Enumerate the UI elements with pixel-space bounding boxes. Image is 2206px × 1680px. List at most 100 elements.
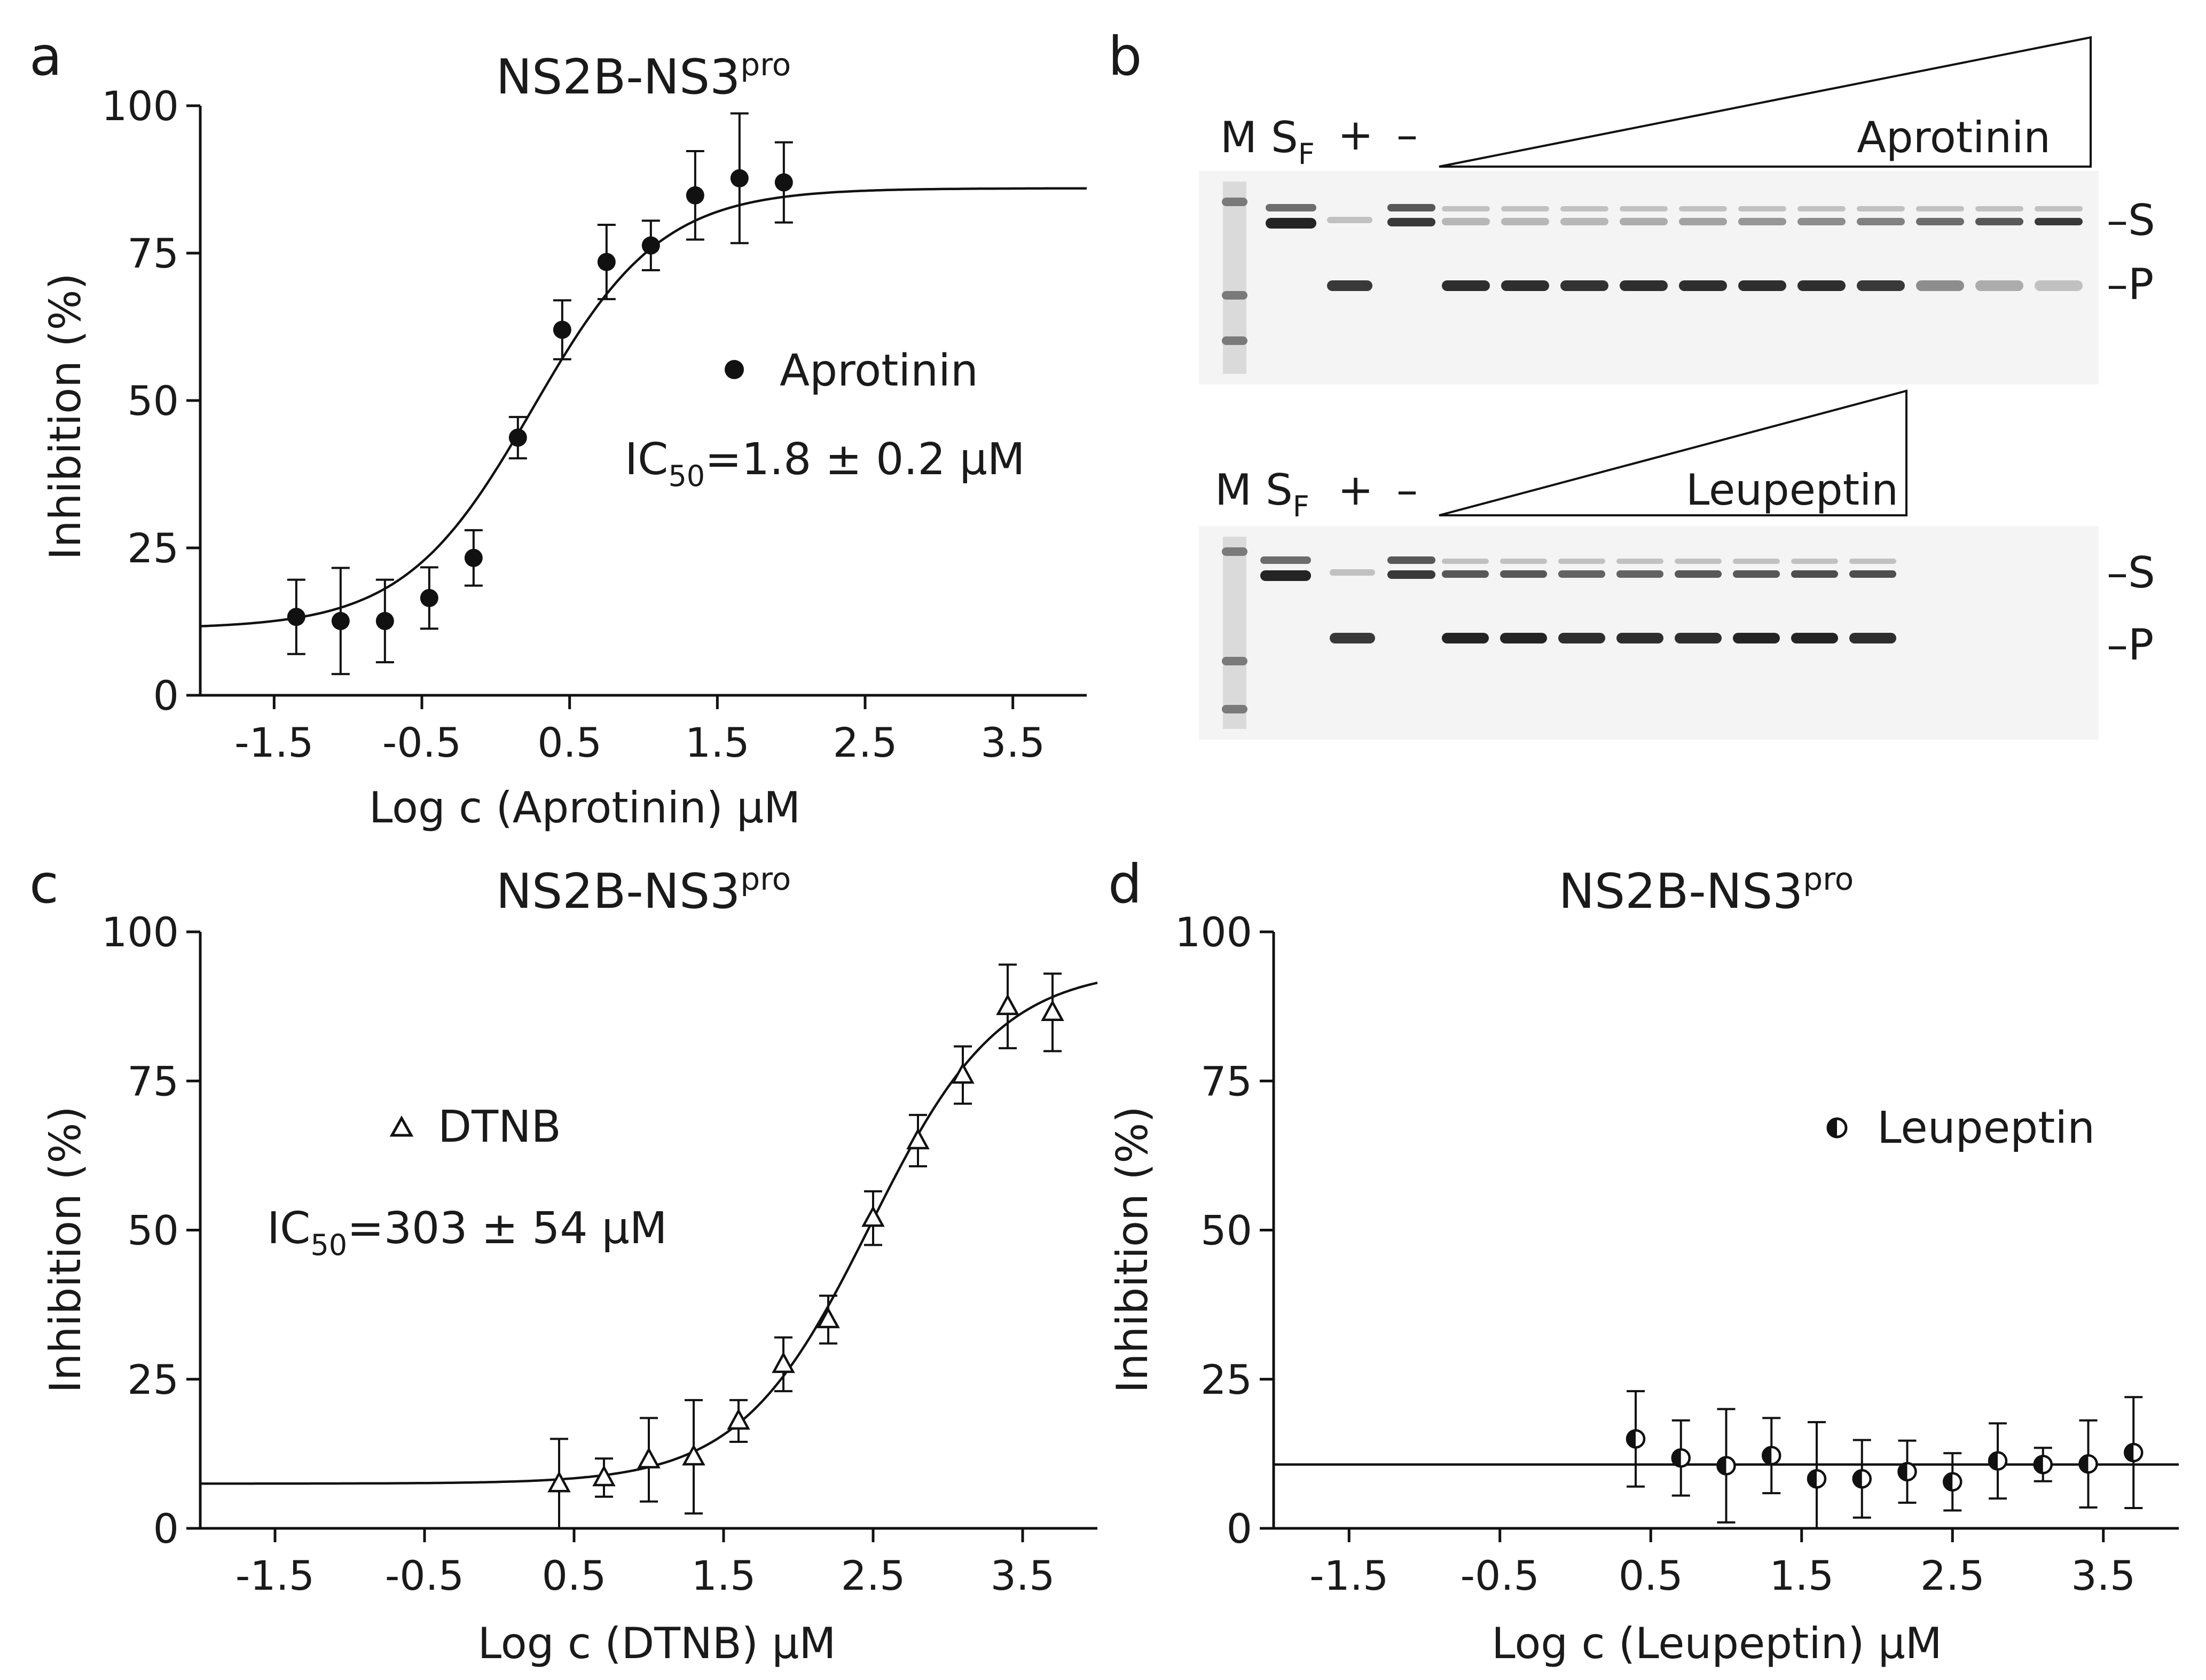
y-tick-label: 75 (1200, 1057, 1252, 1105)
x-axis-label: Log c (Aprotinin) μM (369, 783, 800, 833)
substrate-band (1558, 559, 1605, 564)
substrate-band (1501, 218, 1549, 225)
marker-band (1222, 547, 1247, 556)
substrate-band (1387, 204, 1435, 211)
data-point (464, 548, 483, 567)
legend: Aprotinin (725, 346, 978, 396)
lane-label-marker: M (1220, 113, 1257, 162)
x-tick-label: 3.5 (980, 719, 1045, 766)
x-tick-label: -0.5 (382, 719, 461, 766)
y-tick-label: 25 (127, 1356, 179, 1403)
product-band (1738, 280, 1786, 291)
x-tick-label: -1.5 (1309, 1552, 1388, 1599)
product-band (1442, 280, 1490, 291)
substrate-band (1849, 570, 1896, 578)
band-label-product: –P (2107, 620, 2154, 670)
x-tick-label: -0.5 (385, 1552, 464, 1599)
marker-band (1222, 705, 1247, 713)
substrate-band (1679, 206, 1727, 211)
x-tick-label: 1.5 (1769, 1552, 1834, 1599)
substrate-band (1733, 570, 1780, 578)
x-tick-label: 1.5 (685, 719, 750, 766)
product-band (1330, 633, 1375, 643)
data-point-fill (1672, 1449, 1681, 1467)
substrate-band (1500, 559, 1547, 564)
lane-label-plus: + (1338, 465, 1373, 515)
data-point-fill (2079, 1455, 2089, 1473)
data-point (420, 588, 438, 607)
concentration-wedge (1439, 36, 2092, 168)
x-tick-label: 3.5 (991, 1552, 1055, 1599)
lane-label-substrate: SF (1266, 465, 1309, 523)
data-point (772, 1352, 795, 1373)
lane-label-minus: – (1396, 465, 1418, 515)
data-point-fill (1763, 1447, 1772, 1464)
substrate-band (1675, 570, 1722, 578)
lane-label-minus: – (1396, 110, 1418, 160)
legend-marker (389, 1115, 414, 1137)
y-tick-label: 50 (127, 377, 179, 425)
y-tick-label: 75 (127, 230, 179, 277)
legend-label: DTNB (438, 1102, 561, 1152)
product-band (1797, 280, 1846, 291)
data-point-fill (1944, 1473, 1953, 1490)
lane-label-plus: + (1338, 110, 1373, 160)
substrate-band (1616, 559, 1663, 564)
chart-panel-a: NS2B-NS3pro 0 25 50 75 100 -1.5 -0.5 0.5 1.5 2.5 3… (41, 46, 1087, 833)
legend-marker (725, 360, 744, 379)
substrate-band (1916, 218, 1964, 225)
substrate-band (1387, 556, 1435, 564)
substrate-band (1560, 218, 1608, 225)
concentration-wedge (1439, 389, 1907, 516)
lane-label-substrate: SF (1271, 113, 1315, 171)
marker-band (1222, 657, 1247, 665)
panel-letter-b: b (1108, 25, 1142, 88)
ic50-annotation: IC50=1.8 ± 0.2 μM (625, 434, 1025, 493)
x-tick-label: -1.5 (235, 1552, 315, 1599)
substrate-band (1791, 559, 1838, 564)
panel-letter-d: d (1108, 853, 1142, 915)
y-tick-label: 25 (1200, 1356, 1252, 1403)
product-band (1975, 280, 2023, 291)
substrate-band (1679, 218, 1727, 225)
substrate-band (1260, 570, 1311, 581)
x-axis-label: Log c (Leupeptin) μM (1491, 1619, 1942, 1668)
marker-band (1222, 291, 1247, 300)
substrate-band (1857, 206, 1905, 211)
legend-label: Leupeptin (1877, 1103, 2095, 1153)
substrate-band (1738, 206, 1786, 211)
x-tick-label: 2.5 (833, 719, 898, 766)
x-tick-label: -1.5 (234, 719, 313, 766)
data-point (817, 1307, 840, 1329)
marker-band (1222, 198, 1247, 206)
substrate-band (1266, 218, 1316, 229)
band-label-product: –P (2107, 260, 2154, 309)
y-axis-label: Inhibition (%) (41, 273, 90, 560)
product-band (1442, 633, 1489, 643)
y-tick-label: 100 (1175, 908, 1252, 956)
product-band (1560, 280, 1608, 291)
x-tick-label: -0.5 (1461, 1552, 1540, 1599)
plot-area: 0 25 50 75 100 -1.5 -0.5 0.5 1.5 2.5 3.5 (1175, 908, 2179, 1599)
data-point-fill (1853, 1470, 1862, 1488)
product-band (1679, 280, 1727, 291)
plot-area: 0 25 50 75 100 -1.5 -0.5 0.5 1.5 2.5 3.5 (101, 908, 1098, 1599)
chart-panel-c: NS2B-NS3pro 0 25 50 75 100 -1.5 -0.5 0.5 1.5 2.5 3… (41, 861, 1098, 1668)
data-point (686, 186, 704, 205)
product-band (1791, 633, 1838, 643)
substrate-band (1733, 559, 1780, 564)
data-point (641, 236, 660, 255)
data-point (727, 1408, 750, 1430)
data-point (375, 611, 394, 630)
lane-label-marker: M (1215, 465, 1252, 515)
substrate-band (1791, 570, 1838, 578)
substrate-band (1975, 218, 2023, 225)
legend-label: Aprotinin (780, 346, 978, 396)
substrate-band (1501, 206, 1549, 211)
wedge-label: Aprotinin (1857, 113, 2051, 162)
substrate-band (1330, 569, 1375, 576)
substrate-band (1797, 206, 1846, 211)
wedge-label: Leupeptin (1686, 465, 1898, 515)
x-tick-label: 1.5 (692, 1552, 756, 1599)
substrate-band (1675, 559, 1722, 564)
